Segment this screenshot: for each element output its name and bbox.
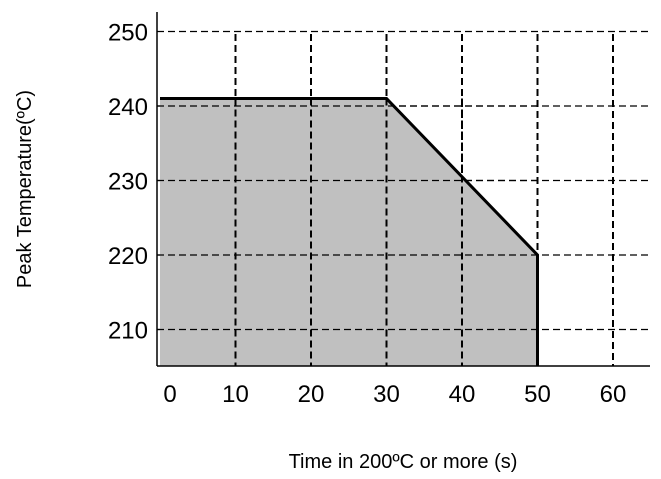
x-axis-title: Time in 200ºC or more (s) [289,451,518,473]
x-tick-label: 50 [524,381,551,408]
y-tick-label: 220 [108,243,148,270]
x-tick-label: 30 [373,381,400,408]
y-tick-label: 240 [108,94,148,121]
x-tick-label: 40 [449,381,476,408]
y-tick-label: 210 [108,318,148,345]
x-tick-label: 60 [600,381,627,408]
x-tick-label: 0 [163,381,176,408]
y-tick-label: 250 [108,20,148,47]
x-tick-labels: 0 10 20 30 40 50 60 [163,381,626,408]
x-tick-label: 10 [222,381,249,408]
y-axis-title: Peak Temperature(ºC) [14,90,36,288]
y-tick-label: 230 [108,169,148,196]
area-fill [160,98,538,367]
y-tick-labels: 210 220 230 240 250 [108,20,148,345]
x-tick-label: 20 [298,381,325,408]
